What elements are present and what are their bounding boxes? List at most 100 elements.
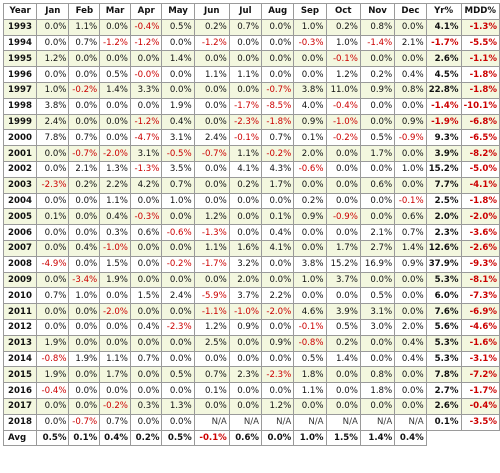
month-return-cell: -0.9% <box>394 129 427 147</box>
month-return-cell: 0.0% <box>359 160 396 178</box>
month-return-cell: 0.5% <box>161 18 195 36</box>
month-return-cell: 0.0% <box>394 18 427 36</box>
month-return-cell: 0.0% <box>359 334 396 352</box>
month-return-cell: 0.0% <box>36 413 70 431</box>
yearly-return-cell: 6.0% <box>425 287 462 305</box>
yearly-return-cell: 2.6% <box>425 50 462 68</box>
month-return-cell: 2.1% <box>394 34 427 52</box>
month-return-cell: -1.0% <box>99 239 131 257</box>
table-row: 1994 0.0% 0.7% -1.2% -1.2% 0.0% -1.2% 0.0% 0.0% -… <box>2 34 500 52</box>
month-return-cell: 0.0% <box>293 50 327 68</box>
average-month-cell: 0.1% <box>68 429 101 447</box>
month-return-cell: 3.8% <box>293 255 327 273</box>
month-return-cell: 2.4% <box>161 287 195 305</box>
month-return-cell: -0.9% <box>325 208 361 226</box>
max-drawdown-cell: -5.5% <box>460 34 500 52</box>
average-month-cell: 0.5% <box>161 429 195 447</box>
month-return-cell: 0.0% <box>99 18 131 36</box>
month-return-cell: 1.0% <box>293 18 327 36</box>
month-return-cell: -1.8% <box>261 113 295 131</box>
month-return-cell: 1.4% <box>161 50 195 68</box>
month-return-cell: 0.7% <box>68 34 101 52</box>
month-return-cell: 1.1% <box>99 192 131 210</box>
yearly-return-cell: 4.5% <box>425 66 462 83</box>
year-cell: 2004 <box>2 192 38 210</box>
year-cell: 1997 <box>2 81 38 99</box>
month-return-cell: 1.5% <box>99 255 131 273</box>
month-return-cell: 3.1% <box>359 303 396 320</box>
yearly-return-cell: 22.8% <box>425 81 462 99</box>
month-return-cell: 0.0% <box>325 382 361 399</box>
month-return-cell: 1.1% <box>68 18 101 36</box>
month-return-cell: 11.0% <box>325 81 361 99</box>
month-return-cell: N/A <box>228 413 263 431</box>
year-cell: 1993 <box>2 18 38 36</box>
month-return-cell: 0.0% <box>161 208 195 226</box>
month-return-cell: 0.0% <box>161 239 195 257</box>
monthly-returns-table: Year Jan Feb Mar Apr May Jun Jul Aug Sep Oct Nov Dec… <box>2 3 500 447</box>
month-return-cell: N/A <box>359 413 396 431</box>
month-return-cell: 0.0% <box>68 303 101 320</box>
month-return-cell: 1.1% <box>228 66 263 83</box>
month-return-cell: 0.0% <box>325 287 361 305</box>
month-return-cell: 0.0% <box>36 18 70 36</box>
year-cell: 2016 <box>2 382 38 399</box>
month-return-cell: 3.3% <box>129 81 163 99</box>
month-return-cell: 0.0% <box>68 382 101 399</box>
month-return-cell: 0.0% <box>99 113 131 131</box>
month-return-cell: 0.7% <box>99 413 131 431</box>
month-return-cell: 0.7% <box>129 350 163 368</box>
year-cell: 2018 <box>2 413 38 431</box>
month-return-cell: -0.7% <box>193 145 230 162</box>
month-return-cell: 0.0% <box>325 224 361 241</box>
month-return-cell: 0.0% <box>161 66 195 83</box>
month-return-cell: 3.8% <box>36 97 70 115</box>
max-drawdown-cell: -8.2% <box>460 145 500 162</box>
month-return-cell: N/A <box>193 413 230 431</box>
month-return-cell: 0.2% <box>359 66 396 83</box>
max-drawdown-cell: -4.1% <box>460 176 500 194</box>
month-return-cell: 0.0% <box>394 397 427 415</box>
month-return-cell: 0.0% <box>99 129 131 147</box>
month-return-cell: 0.0% <box>129 50 163 68</box>
max-drawdown-cell: -1.8% <box>460 66 500 83</box>
month-return-cell: 0.6% <box>394 208 427 226</box>
max-drawdown-cell: -7.3% <box>460 287 500 305</box>
month-return-cell: 0.0% <box>228 350 263 368</box>
month-return-cell: 0.0% <box>394 287 427 305</box>
year-cell: 1999 <box>2 113 38 131</box>
month-return-cell: 1.4% <box>99 81 131 99</box>
year-cell: 2006 <box>2 224 38 241</box>
header-jun: Jun <box>193 3 230 20</box>
yearly-return-cell: 7.8% <box>425 366 462 384</box>
month-return-cell: 0.0% <box>129 255 163 273</box>
month-return-cell: 0.0% <box>68 366 101 384</box>
month-return-cell: 0.7% <box>36 287 70 305</box>
yearly-return-cell: 2.7% <box>425 382 462 399</box>
yearly-return-cell: 5.3% <box>425 334 462 352</box>
month-return-cell: 1.0% <box>293 271 327 289</box>
month-return-cell: 0.0% <box>36 224 70 241</box>
month-return-cell: 1.0% <box>325 34 361 52</box>
table-row: 2000 7.8% 0.7% 0.0% -4.7% 3.1% 2.4% -0.1% 0.7% 0.… <box>2 129 500 147</box>
yearly-return-cell: 12.6% <box>425 239 462 257</box>
month-return-cell: 1.0% <box>68 287 101 305</box>
month-return-cell: 0.0% <box>261 318 295 336</box>
month-return-cell: 1.0% <box>161 192 195 210</box>
month-return-cell: -0.1% <box>228 129 263 147</box>
month-return-cell: 0.4% <box>261 224 295 241</box>
max-drawdown-cell: -0.4% <box>460 397 500 415</box>
month-return-cell: 0.0% <box>99 97 131 115</box>
month-return-cell: 0.0% <box>228 34 263 52</box>
header-nov: Nov <box>359 3 396 20</box>
max-drawdown-cell: -9.3% <box>460 255 500 273</box>
month-return-cell: 3.7% <box>325 271 361 289</box>
max-drawdown-cell: -3.5% <box>460 413 500 431</box>
month-return-cell: 0.0% <box>193 397 230 415</box>
month-return-cell: 0.5% <box>293 350 327 368</box>
table-row: 2006 0.0% 0.0% 0.3% 0.6% -0.6% -1.3% 0.0% 0.4% 0.… <box>2 224 500 241</box>
average-label: Avg <box>2 429 38 447</box>
month-return-cell: 0.5% <box>99 66 131 83</box>
month-return-cell: -2.0% <box>99 145 131 162</box>
month-return-cell: 0.0% <box>394 271 427 289</box>
